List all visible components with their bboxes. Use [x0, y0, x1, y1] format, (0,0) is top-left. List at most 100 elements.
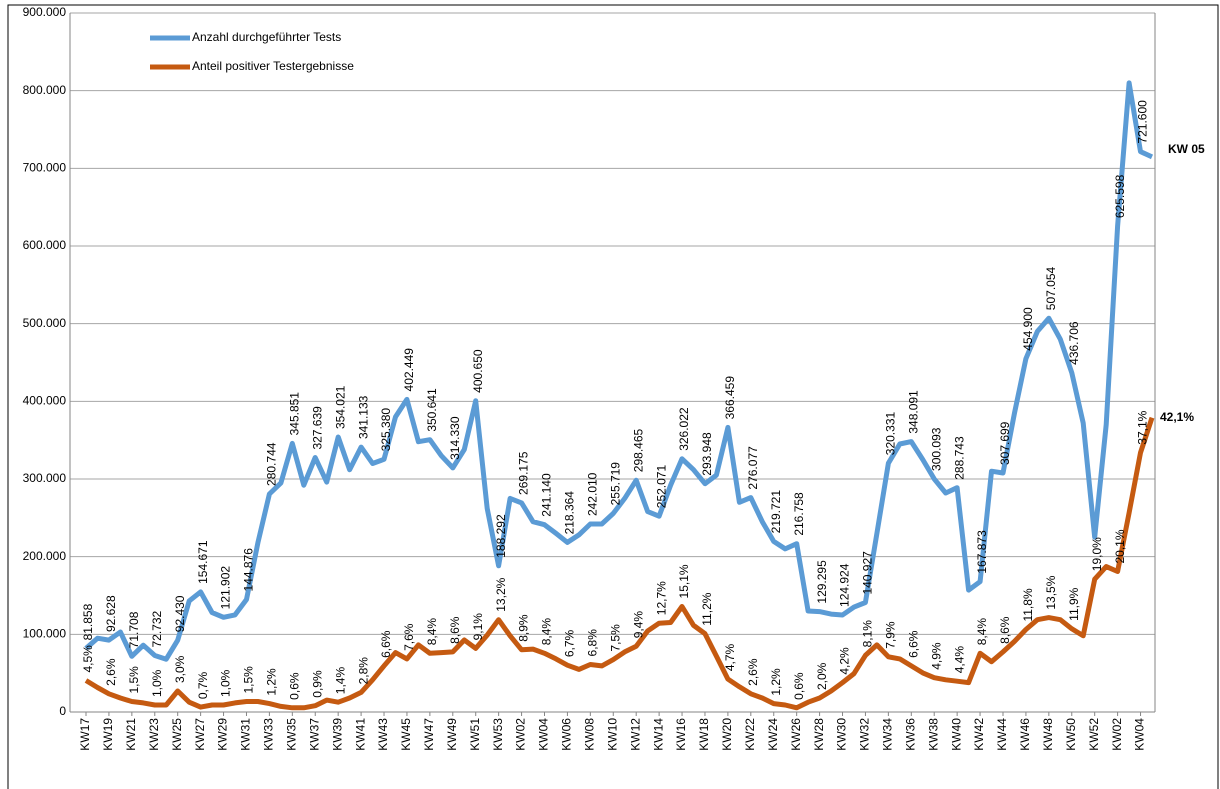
value-label: 4,2% — [838, 647, 852, 675]
value-label: 2,6% — [746, 658, 760, 686]
value-label: 20,1% — [1113, 529, 1127, 563]
value-label: 1,2% — [265, 668, 279, 696]
value-label: 4,5% — [81, 645, 95, 673]
value-label: 140.927 — [861, 551, 875, 595]
value-label: 4,7% — [723, 643, 737, 671]
value-label: 216.758 — [792, 492, 806, 536]
value-label: 124.924 — [838, 563, 852, 607]
x-tick-label: KW30 — [835, 718, 849, 751]
value-label: 400.650 — [471, 349, 485, 393]
y-tick-label: 100.000 — [23, 627, 67, 641]
x-tick-label: KW27 — [193, 718, 207, 751]
x-tick-label: KW25 — [170, 718, 184, 751]
annotation: KW 05 — [1168, 142, 1205, 156]
value-label: 11,2% — [700, 592, 714, 625]
x-tick-label: KW33 — [262, 718, 276, 751]
value-label: 4,9% — [929, 642, 943, 670]
value-label: 11,9% — [1067, 587, 1081, 620]
x-tick-label: KW34 — [881, 718, 895, 751]
value-label: 436.706 — [1067, 321, 1081, 365]
value-label: 8,4% — [425, 618, 439, 646]
value-label: 144.876 — [242, 548, 256, 592]
value-label: 8,6% — [448, 616, 462, 644]
value-label: 154.671 — [196, 540, 210, 584]
x-tick-label: KW04 — [1133, 718, 1147, 751]
value-label: 0,6% — [792, 672, 806, 700]
x-tick-label: KW36 — [903, 718, 917, 751]
value-label: 293.948 — [700, 432, 714, 476]
value-label: 188.292 — [494, 514, 508, 558]
value-label: 341.133 — [356, 395, 370, 439]
x-tick-label: KW51 — [468, 718, 482, 751]
value-label: 0,9% — [310, 670, 324, 698]
value-label: 1,4% — [333, 667, 347, 695]
value-label: 354.021 — [333, 385, 347, 429]
y-tick-label: 0 — [59, 704, 66, 718]
x-tick-label: KW04 — [537, 718, 551, 751]
x-tick-label: KW20 — [720, 718, 734, 751]
x-tick-label: KW06 — [560, 718, 574, 751]
value-label: 2,0% — [815, 662, 829, 690]
x-tick-label: KW29 — [216, 718, 230, 751]
value-label: 167.873 — [975, 530, 989, 574]
value-label: 92.430 — [173, 595, 187, 632]
value-label: 8,4% — [975, 618, 989, 646]
x-tick-label: KW39 — [330, 718, 344, 751]
value-label: 325.380 — [379, 408, 393, 452]
value-label: 348.091 — [906, 390, 920, 434]
value-label: 288.743 — [952, 436, 966, 480]
value-label: 11,8% — [1021, 588, 1035, 621]
value-label: 269.175 — [517, 451, 531, 495]
value-label: 2,8% — [356, 657, 370, 685]
value-label: 1,2% — [769, 668, 783, 696]
x-tick-label: KW52 — [1087, 718, 1101, 751]
value-label: 625.598 — [1113, 174, 1127, 218]
value-label: 241.140 — [540, 473, 554, 517]
value-label: 3,0% — [173, 655, 187, 683]
value-label: 219.721 — [769, 490, 783, 534]
value-label: 280.744 — [265, 442, 279, 486]
value-label: 9,1% — [471, 613, 485, 641]
x-tick-label: KW28 — [812, 718, 826, 751]
x-tick-label: KW02 — [514, 718, 528, 751]
value-label: 72.732 — [150, 610, 164, 647]
x-tick-label: KW08 — [583, 718, 597, 751]
x-tick-label: KW23 — [147, 718, 161, 751]
x-tick-label: KW50 — [1064, 718, 1078, 751]
value-label: 366.459 — [723, 376, 737, 420]
value-label: 6,6% — [379, 630, 393, 658]
value-label: 0,7% — [196, 671, 210, 699]
legend-label: Anteil positiver Testergebnisse — [192, 59, 354, 73]
y-tick-label: 400.000 — [23, 394, 67, 408]
value-label: 13,5% — [1044, 575, 1058, 609]
value-label: 8,4% — [540, 618, 554, 646]
value-label: 2,6% — [104, 658, 118, 686]
value-label: 326.022 — [677, 407, 691, 451]
value-label: 1,0% — [150, 669, 164, 697]
value-label: 0,6% — [287, 672, 301, 700]
value-label: 721.600 — [1136, 100, 1150, 144]
x-tick-label: KW10 — [605, 718, 619, 751]
y-tick-label: 500.000 — [23, 316, 67, 330]
x-tick-label: KW24 — [766, 718, 780, 751]
y-tick-label: 800.000 — [23, 83, 67, 97]
x-tick-label: KW16 — [674, 718, 688, 751]
value-label: 242.010 — [586, 472, 600, 516]
end-value-label: 42,1% — [1160, 410, 1194, 424]
value-label: 454.900 — [1021, 307, 1035, 351]
value-label: 8,6% — [998, 616, 1012, 644]
x-tick-label: KW31 — [239, 718, 253, 751]
value-label: 320.331 — [884, 412, 898, 456]
series-line — [84, 416, 1155, 711]
value-label: 15,1% — [677, 564, 691, 598]
value-label: 7,6% — [402, 623, 416, 651]
value-label: 298.465 — [631, 428, 645, 472]
y-tick-label: 600.000 — [23, 238, 67, 252]
x-tick-label: KW49 — [445, 718, 459, 751]
value-label: 1,5% — [242, 666, 256, 694]
x-tick-label: KW14 — [651, 718, 665, 751]
x-tick-label: KW26 — [789, 718, 803, 751]
x-tick-label: KW35 — [284, 718, 298, 751]
x-tick-label: KW42 — [972, 718, 986, 751]
x-tick-label: KW18 — [697, 718, 711, 751]
